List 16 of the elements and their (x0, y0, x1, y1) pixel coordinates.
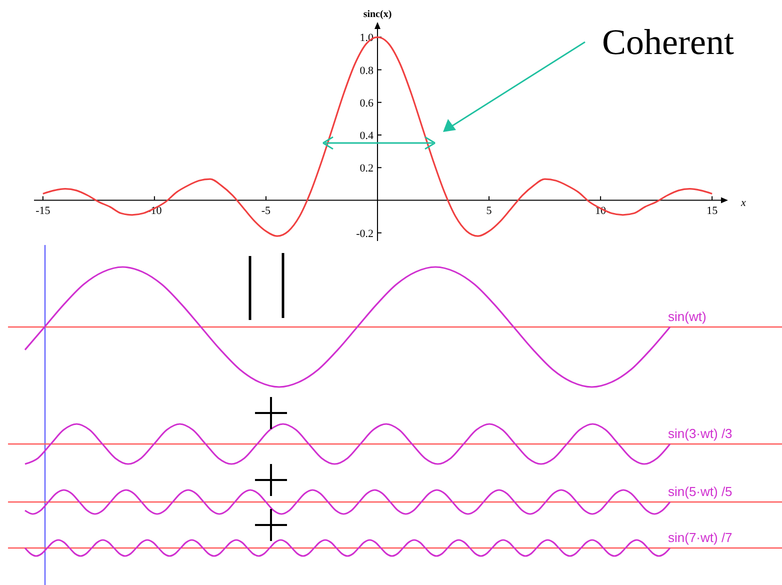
series-label: sin(5·wt) /5 (668, 484, 732, 499)
x-tick-label: 5 (486, 205, 492, 218)
x-tick-label: -15 (36, 205, 51, 218)
annotation: Coherent (602, 22, 734, 62)
y-axis-title: sinc(x) (363, 9, 392, 20)
x-tick-label: -5 (261, 205, 272, 218)
series-label: sin(3·wt) /3 (668, 426, 732, 441)
x-axis-title: x (740, 197, 746, 210)
y-tick-label: 0.8 (360, 64, 374, 77)
x-tick-label: 15 (706, 205, 718, 218)
y-tick-label: 0.6 (360, 97, 374, 110)
series-label: sin(7·wt) /7 (668, 530, 732, 545)
y-tick-label: 0.2 (360, 162, 374, 175)
y-tick-label: -0.2 (356, 228, 374, 240)
y-tick-label: 0.4 (360, 130, 374, 142)
series-label: sin(wt) (668, 309, 706, 324)
